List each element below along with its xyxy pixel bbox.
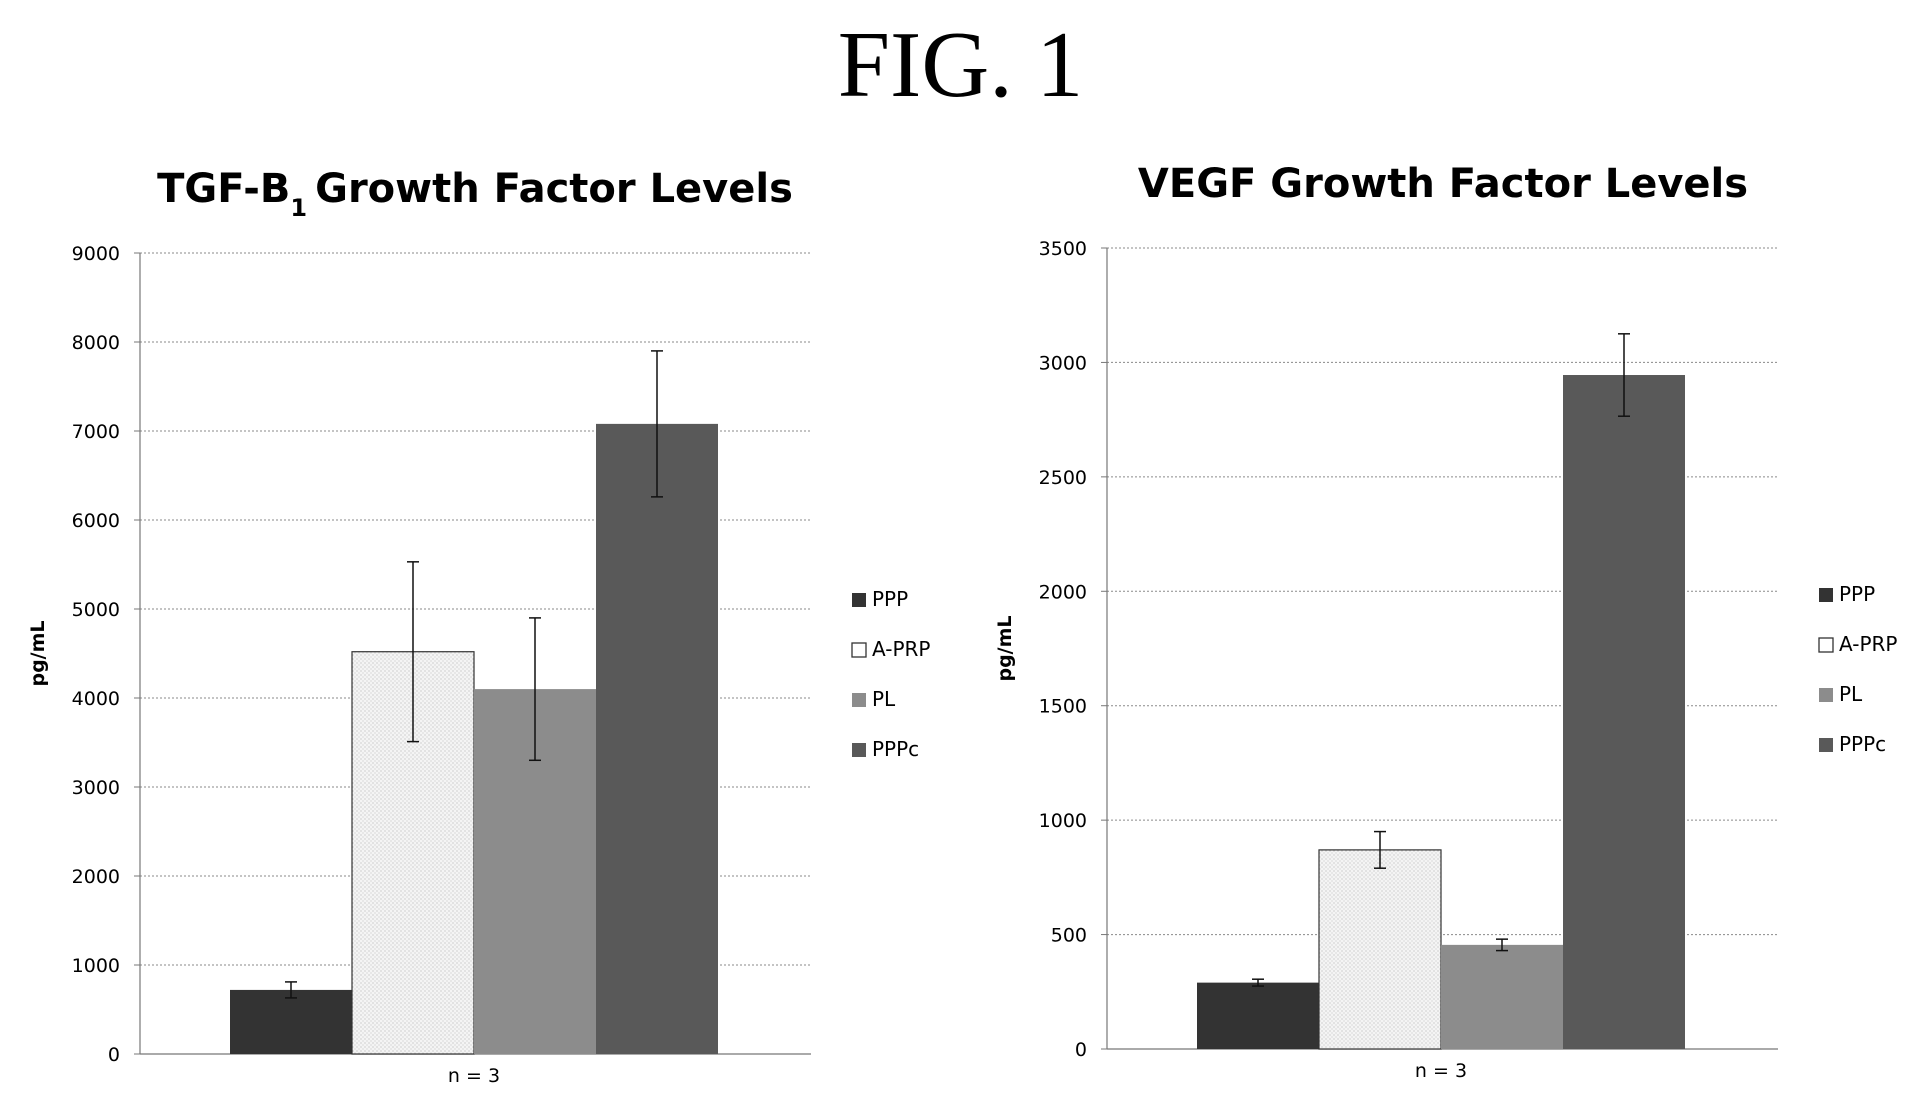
chart-0-legend-label-a-prp: A-PRP [872, 637, 930, 661]
chart-1-legend-swatch-pppc [1819, 738, 1833, 752]
chart-0-bar-ppp [230, 989, 352, 1054]
chart-1-legend-label-pl: PL [1839, 682, 1863, 706]
chart-1-ytick-label: 3000 [1039, 352, 1087, 374]
chart-0-title-suffix: Growth Factor Levels [315, 166, 793, 212]
chart-0-title-main: TGF-B [157, 166, 290, 212]
chart-0-ytick-label: 6000 [72, 510, 120, 532]
chart-0-legend-label-pl: PL [872, 687, 896, 711]
chart-0-ytick-label: 0 [108, 1044, 120, 1066]
chart-0-ytick-label: 9000 [72, 243, 120, 265]
chart-0-bar-pppc [596, 423, 718, 1054]
chart-0-ytick-label: 2000 [72, 866, 120, 888]
chart-1-ytick-label: 0 [1075, 1039, 1087, 1061]
chart-1-legend-label-ppp: PPP [1839, 582, 1875, 606]
chart-1-ytick-label: 2000 [1039, 581, 1087, 603]
chart-1-bar-pl [1441, 944, 1563, 1049]
chart-0-title-subscript: 1 [290, 194, 307, 222]
chart-1-category-label: n = 3 [1415, 1060, 1467, 1082]
chart-0-ytick-label: 7000 [72, 421, 120, 443]
chart-1-y-axis-label: pg/mL [994, 615, 1016, 681]
chart-0-legend-label-ppp: PPP [872, 587, 908, 611]
chart-0-ytick-label: 3000 [72, 777, 120, 799]
vegf-chart: VEGF Growth Factor Levels 0 500 1000 1500 200… [994, 161, 1897, 1082]
chart-1-legend-swatch-a-prp [1818, 637, 1834, 653]
chart-0-ytick-label: 4000 [72, 688, 120, 710]
chart-1-legend-swatch-pl [1819, 688, 1833, 702]
chart-1-ytick-label: 500 [1051, 925, 1087, 947]
chart-1-legend-label-a-prp: A-PRP [1839, 632, 1897, 656]
chart-0-ytick-label: 1000 [72, 955, 120, 977]
chart-0-legend-swatch-a-prp [851, 642, 867, 658]
chart-1-ytick-label: 1000 [1039, 810, 1087, 832]
chart-1-ytick-label: 2500 [1039, 467, 1087, 489]
chart-1-legend-label-pppc: PPPc [1839, 732, 1886, 756]
chart-1-bar-ppp [1197, 982, 1319, 1049]
chart-0-ytick-label: 5000 [72, 599, 120, 621]
chart-1-legend-swatch-ppp [1819, 588, 1833, 602]
chart-0-legend-swatch-pl [852, 693, 866, 707]
chart-1-ytick-label: 3500 [1039, 238, 1087, 260]
chart-0-title: TGF-B1 Growth Factor Levels [157, 166, 793, 222]
chart-1-title: VEGF Growth Factor Levels [1138, 161, 1748, 207]
chart-1-ytick-label: 1500 [1039, 696, 1087, 718]
figure-title: FIG. 1 [837, 13, 1084, 117]
chart-1-title-main: VEGF Growth Factor Levels [1138, 161, 1748, 207]
chart-0-ytick-label: 8000 [72, 332, 120, 354]
chart-0-y-axis-label: pg/mL [27, 620, 49, 686]
chart-0-legend-swatch-pppc [852, 743, 866, 757]
chart-1-bar-a-prp [1318, 849, 1442, 1050]
chart-0-legend-swatch-ppp [852, 593, 866, 607]
chart-0-category-label: n = 3 [448, 1065, 500, 1087]
chart-1-bar-pppc [1563, 375, 1685, 1049]
tgf-b1-chart: TGF-B1 Growth Factor Levels 0 1000 2000 3000 4… [27, 166, 930, 1087]
chart-0-legend-label-pppc: PPPc [872, 737, 919, 761]
